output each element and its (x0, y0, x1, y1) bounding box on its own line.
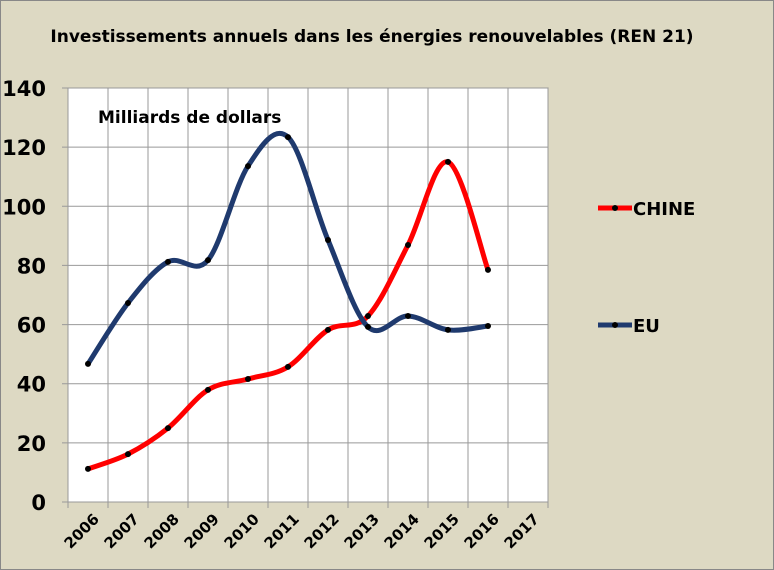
data-point (165, 258, 171, 265)
legend-marker (612, 205, 618, 211)
x-tick-label: 2014 (381, 510, 423, 552)
y-tick-label: 40 (17, 373, 46, 397)
y-tick-label: 0 (31, 491, 46, 515)
y-tick-label: 80 (17, 254, 46, 278)
y-tick-label: 60 (17, 314, 46, 338)
x-tick-label: 2011 (261, 510, 303, 552)
chart-title: Investissements annuels dans les énergie… (50, 27, 693, 47)
data-point (445, 158, 451, 165)
y-tick-label: 120 (2, 136, 46, 160)
data-point (485, 266, 491, 273)
data-point (205, 386, 211, 393)
y-tick-label: 100 (2, 195, 46, 219)
data-point (205, 257, 211, 264)
data-point (285, 134, 291, 141)
data-point (285, 363, 291, 370)
y-tick-label: 140 (2, 77, 46, 101)
legend-label: CHINE (633, 199, 695, 220)
data-point (445, 326, 451, 333)
x-tick-label: 2010 (221, 510, 263, 552)
x-tick-label: 2008 (141, 510, 183, 552)
x-tick-label: 2017 (501, 510, 543, 552)
data-point (165, 425, 171, 432)
data-point (325, 326, 331, 333)
data-point (125, 299, 131, 306)
y-tick-label: 20 (17, 432, 46, 456)
chart-annotation: Milliards de dollars (98, 108, 281, 128)
legend-label: EU (633, 316, 660, 337)
data-point (485, 323, 491, 330)
data-point (85, 465, 91, 472)
data-point (325, 236, 331, 243)
x-tick-label: 2012 (301, 510, 343, 552)
data-point (85, 360, 91, 367)
data-point (365, 312, 371, 319)
data-point (365, 323, 371, 330)
x-tick-label: 2016 (461, 510, 503, 552)
x-tick-label: 2015 (421, 510, 463, 552)
x-tick-label: 2007 (101, 510, 143, 552)
data-point (405, 242, 411, 249)
data-point (125, 451, 131, 458)
data-point (245, 375, 251, 382)
x-tick-label: 2006 (61, 510, 103, 552)
data-point (245, 163, 251, 170)
x-tick-label: 2013 (341, 510, 383, 552)
x-tick-label: 2009 (181, 510, 223, 552)
data-point (405, 312, 411, 319)
series-line-chine (87, 159, 491, 472)
legend-marker (612, 322, 618, 328)
